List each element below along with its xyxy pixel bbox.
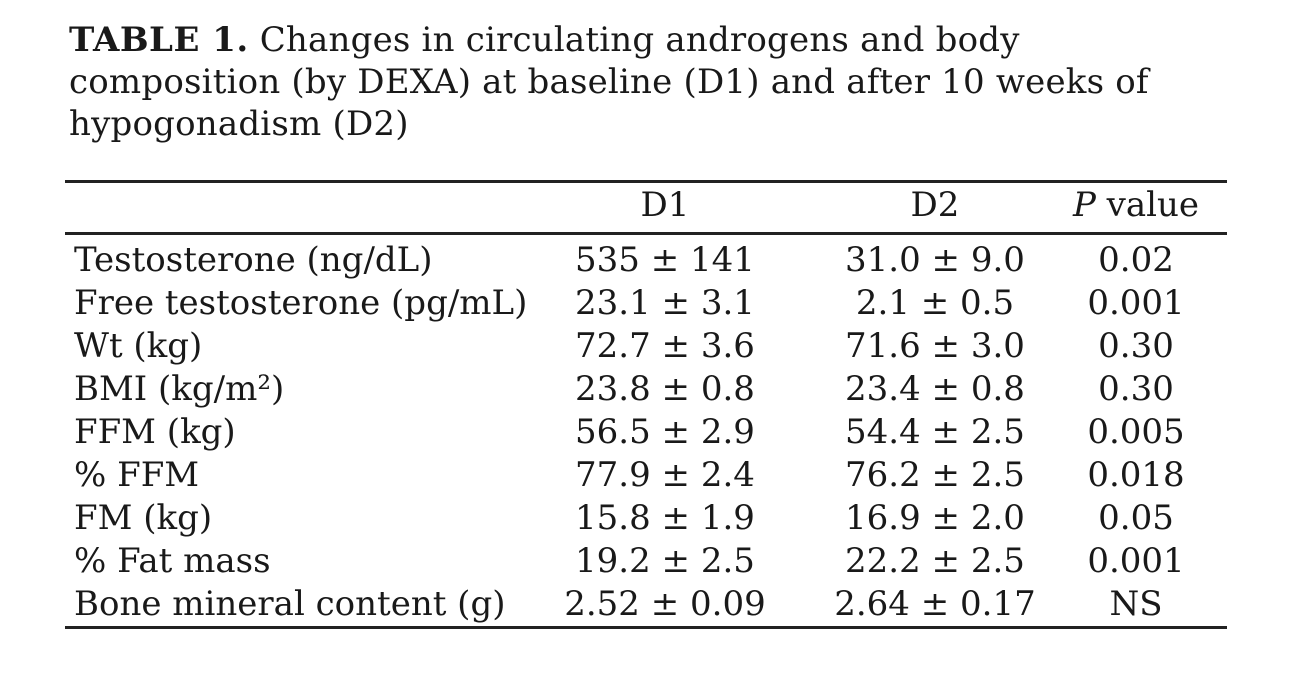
d1-value: 2.52 ± 0.09 — [564, 584, 766, 624]
results-table: D1 D2 P value Testosterone (ng/dL) 535 ±… — [65, 180, 1227, 629]
row-label: % FFM — [74, 455, 200, 495]
table-row-fm: FM (kg) 15.8 ± 1.9 16.9 ± 2.0 0.05 — [65, 497, 1227, 540]
row-label: Wt (kg) — [74, 326, 203, 366]
p-value: 0.001 — [1087, 283, 1185, 323]
row-label: Testosterone (ng/dL) — [74, 240, 433, 280]
caption-line-1: TABLE 1. Changes in circulating androgens… — [69, 19, 1189, 61]
d2-value: 2.1 ± 0.5 — [855, 283, 1015, 323]
row-label: FM (kg) — [74, 498, 213, 538]
table-row-bmi: BMI (kg/m²) 23.8 ± 0.8 23.4 ± 0.8 0.30 — [65, 368, 1227, 411]
d2-value: 23.4 ± 0.8 — [845, 369, 1025, 409]
table-row-bone-mineral-content: Bone mineral content (g) 2.52 ± 0.09 2.6… — [65, 583, 1227, 628]
d2-value: 76.2 ± 2.5 — [845, 455, 1025, 495]
d1-value: 19.2 ± 2.5 — [575, 541, 755, 581]
header-d2: D2 — [910, 185, 960, 225]
p-value: NS — [1109, 584, 1163, 624]
row-label: Bone mineral content (g) — [74, 584, 506, 624]
table-row-free-testosterone: Free testosterone (pg/mL) 23.1 ± 3.1 2.1… — [65, 282, 1227, 325]
table-header: D1 D2 P value — [65, 182, 1227, 234]
row-label: % Fat mass — [74, 541, 271, 581]
table-row-pct-fat-mass: % Fat mass 19.2 ± 2.5 22.2 ± 2.5 0.001 — [65, 540, 1227, 583]
p-value: 0.05 — [1098, 498, 1174, 538]
d1-value: 23.1 ± 3.1 — [575, 283, 755, 323]
table-row-ffm: FFM (kg) 56.5 ± 2.9 54.4 ± 2.5 0.005 — [65, 411, 1227, 454]
table-body: Testosterone (ng/dL) 535 ± 141 31.0 ± 9.… — [65, 234, 1227, 628]
p-value: 0.30 — [1098, 326, 1174, 366]
p-value-word: value — [1095, 185, 1200, 225]
caption-line-3: hypogonadism (D2) — [69, 104, 409, 144]
table-number: TABLE 1. — [69, 20, 249, 60]
row-label: Free testosterone (pg/mL) — [74, 283, 528, 323]
row-label: FFM (kg) — [74, 412, 236, 452]
d1-value: 56.5 ± 2.9 — [575, 412, 755, 452]
d2-value: 31.0 ± 9.0 — [845, 240, 1025, 280]
p-value: 0.02 — [1098, 240, 1174, 280]
header-p-value: P value — [1045, 182, 1227, 234]
d2-value: 22.2 ± 2.5 — [845, 541, 1025, 581]
p-value: 0.30 — [1098, 369, 1174, 409]
p-symbol: P — [1072, 185, 1096, 225]
d1-value: 15.8 ± 1.9 — [575, 498, 755, 538]
d2-value: 2.64 ± 0.17 — [834, 584, 1036, 624]
table-row-testosterone: Testosterone (ng/dL) 535 ± 141 31.0 ± 9.… — [65, 234, 1227, 283]
row-label: BMI (kg/m²) — [74, 369, 285, 409]
header-empty-cell — [65, 182, 505, 234]
table-caption: TABLE 1. Changes in circulating androgens… — [69, 19, 1189, 145]
p-value: 0.018 — [1087, 455, 1185, 495]
p-value: 0.005 — [1087, 412, 1185, 452]
table-row-weight: Wt (kg) 72.7 ± 3.6 71.6 ± 3.0 0.30 — [65, 325, 1227, 368]
caption-text-1: Changes in circulating androgens and bod… — [259, 20, 1020, 60]
header-d1: D1 — [640, 185, 690, 225]
d2-value: 16.9 ± 2.0 — [845, 498, 1025, 538]
header-row: D1 D2 P value — [65, 182, 1227, 234]
d1-value: 72.7 ± 3.6 — [575, 326, 755, 366]
d2-value: 71.6 ± 3.0 — [845, 326, 1025, 366]
d1-value: 535 ± 141 — [575, 240, 755, 280]
d1-value: 23.8 ± 0.8 — [575, 369, 755, 409]
d1-value: 77.9 ± 2.4 — [575, 455, 755, 495]
table-row-pct-ffm: % FFM 77.9 ± 2.4 76.2 ± 2.5 0.018 — [65, 454, 1227, 497]
p-value: 0.001 — [1087, 541, 1185, 581]
caption-line-2: composition (by DEXA) at baseline (D1) a… — [69, 62, 1149, 102]
d2-value: 54.4 ± 2.5 — [845, 412, 1025, 452]
